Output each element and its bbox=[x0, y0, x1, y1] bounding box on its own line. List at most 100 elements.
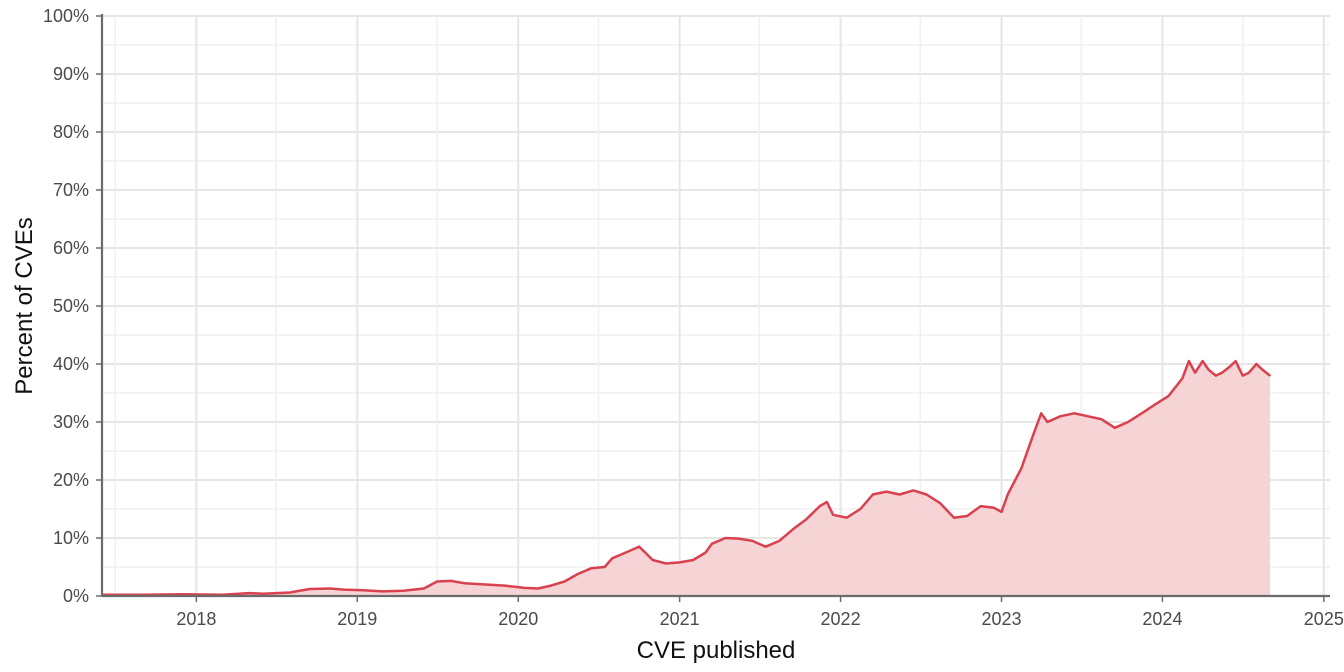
data-point bbox=[1201, 360, 1204, 362]
data-point bbox=[1207, 369, 1210, 371]
data-point bbox=[523, 587, 526, 589]
data-point bbox=[665, 562, 667, 565]
data-point bbox=[603, 566, 606, 568]
data-point bbox=[423, 587, 425, 590]
x-tick-label: 2025 bbox=[1304, 609, 1344, 629]
data-point bbox=[550, 584, 552, 587]
data-point bbox=[1228, 366, 1231, 368]
data-point bbox=[805, 518, 807, 521]
data-point bbox=[925, 493, 928, 496]
data-point bbox=[979, 505, 982, 507]
data-point bbox=[590, 567, 593, 569]
data-point bbox=[704, 551, 707, 554]
data-point bbox=[1194, 371, 1196, 374]
data-point bbox=[181, 593, 184, 596]
data-point bbox=[678, 561, 681, 564]
data-point bbox=[764, 545, 767, 548]
y-tick-label: 90% bbox=[53, 64, 89, 84]
data-point bbox=[792, 528, 794, 531]
data-point bbox=[953, 516, 955, 519]
data-point bbox=[289, 591, 291, 594]
data-point bbox=[1255, 363, 1258, 365]
x-axis-title: CVE published bbox=[637, 637, 796, 664]
data-point bbox=[638, 545, 640, 548]
data-point bbox=[449, 580, 452, 582]
data-point bbox=[1188, 360, 1190, 362]
x-tick-label: 2019 bbox=[337, 609, 377, 629]
data-point bbox=[711, 543, 713, 545]
data-point bbox=[1241, 374, 1244, 377]
data-point bbox=[1181, 377, 1184, 380]
series-area bbox=[101, 359, 1271, 597]
x-tick-label: 2018 bbox=[176, 609, 216, 629]
data-point bbox=[871, 493, 874, 496]
data-point bbox=[1214, 374, 1217, 377]
data-point bbox=[1100, 418, 1102, 420]
x-tick-label: 2020 bbox=[498, 609, 538, 629]
data-point bbox=[1073, 412, 1076, 415]
data-point bbox=[993, 507, 995, 509]
data-point bbox=[898, 493, 901, 496]
data-point bbox=[1086, 415, 1089, 418]
x-axis-ticks: 2018 2019 2020 2021 2022 2023 2024 2025 bbox=[176, 596, 1344, 629]
data-point bbox=[362, 589, 365, 591]
data-point bbox=[382, 590, 385, 593]
data-point bbox=[563, 580, 566, 583]
data-point bbox=[1234, 360, 1237, 362]
y-tick-label: 10% bbox=[53, 528, 89, 548]
y-tick-label: 70% bbox=[53, 180, 89, 200]
y-tick-label: 80% bbox=[53, 122, 89, 142]
data-point bbox=[939, 502, 942, 505]
data-point bbox=[778, 540, 781, 542]
y-tick-label: 30% bbox=[53, 412, 89, 432]
data-point bbox=[651, 559, 654, 561]
data-point bbox=[611, 557, 613, 560]
data-point bbox=[1114, 427, 1116, 429]
x-tick-label: 2021 bbox=[660, 609, 700, 629]
data-point bbox=[1020, 467, 1023, 470]
data-point bbox=[724, 537, 727, 539]
data-point bbox=[1006, 493, 1009, 496]
y-tick-label: 0% bbox=[63, 586, 89, 606]
x-tick-label: 2022 bbox=[821, 609, 861, 629]
data-point bbox=[342, 588, 345, 591]
data-point bbox=[1154, 403, 1156, 406]
data-point bbox=[819, 505, 821, 507]
data-point bbox=[1269, 374, 1271, 377]
data-point bbox=[1127, 421, 1129, 423]
data-point bbox=[826, 501, 828, 503]
data-point bbox=[966, 515, 968, 517]
data-point bbox=[751, 540, 754, 542]
series-area-fill bbox=[102, 361, 1270, 596]
data-point bbox=[483, 583, 485, 586]
data-point bbox=[1140, 412, 1143, 415]
data-point bbox=[1059, 415, 1062, 418]
data-point bbox=[576, 573, 579, 575]
data-point bbox=[503, 584, 506, 587]
axes bbox=[100, 14, 1330, 598]
x-tick-label: 2024 bbox=[1142, 609, 1182, 629]
y-tick-label: 100% bbox=[43, 6, 89, 26]
data-point bbox=[463, 582, 466, 585]
data-point bbox=[832, 514, 834, 516]
data-point bbox=[537, 587, 539, 590]
gridlines bbox=[102, 15, 1330, 597]
data-point bbox=[912, 489, 915, 492]
data-point bbox=[308, 588, 311, 590]
data-point bbox=[402, 589, 404, 592]
data-point bbox=[1167, 395, 1170, 397]
data-point bbox=[845, 516, 848, 519]
data-point bbox=[625, 551, 627, 554]
y-axis-ticks: 0% 10% 20% 30% 40% 50% 60% 70% 80% 90% 100% bbox=[43, 6, 102, 606]
data-point bbox=[329, 587, 332, 590]
data-point bbox=[1000, 511, 1003, 513]
data-point bbox=[1046, 421, 1049, 423]
y-axis-title: Percent of CVEs bbox=[11, 217, 38, 394]
data-point bbox=[248, 592, 251, 594]
data-point bbox=[1261, 369, 1264, 371]
y-tick-label: 40% bbox=[53, 354, 89, 374]
data-point bbox=[262, 592, 264, 595]
y-tick-label: 50% bbox=[53, 296, 89, 316]
